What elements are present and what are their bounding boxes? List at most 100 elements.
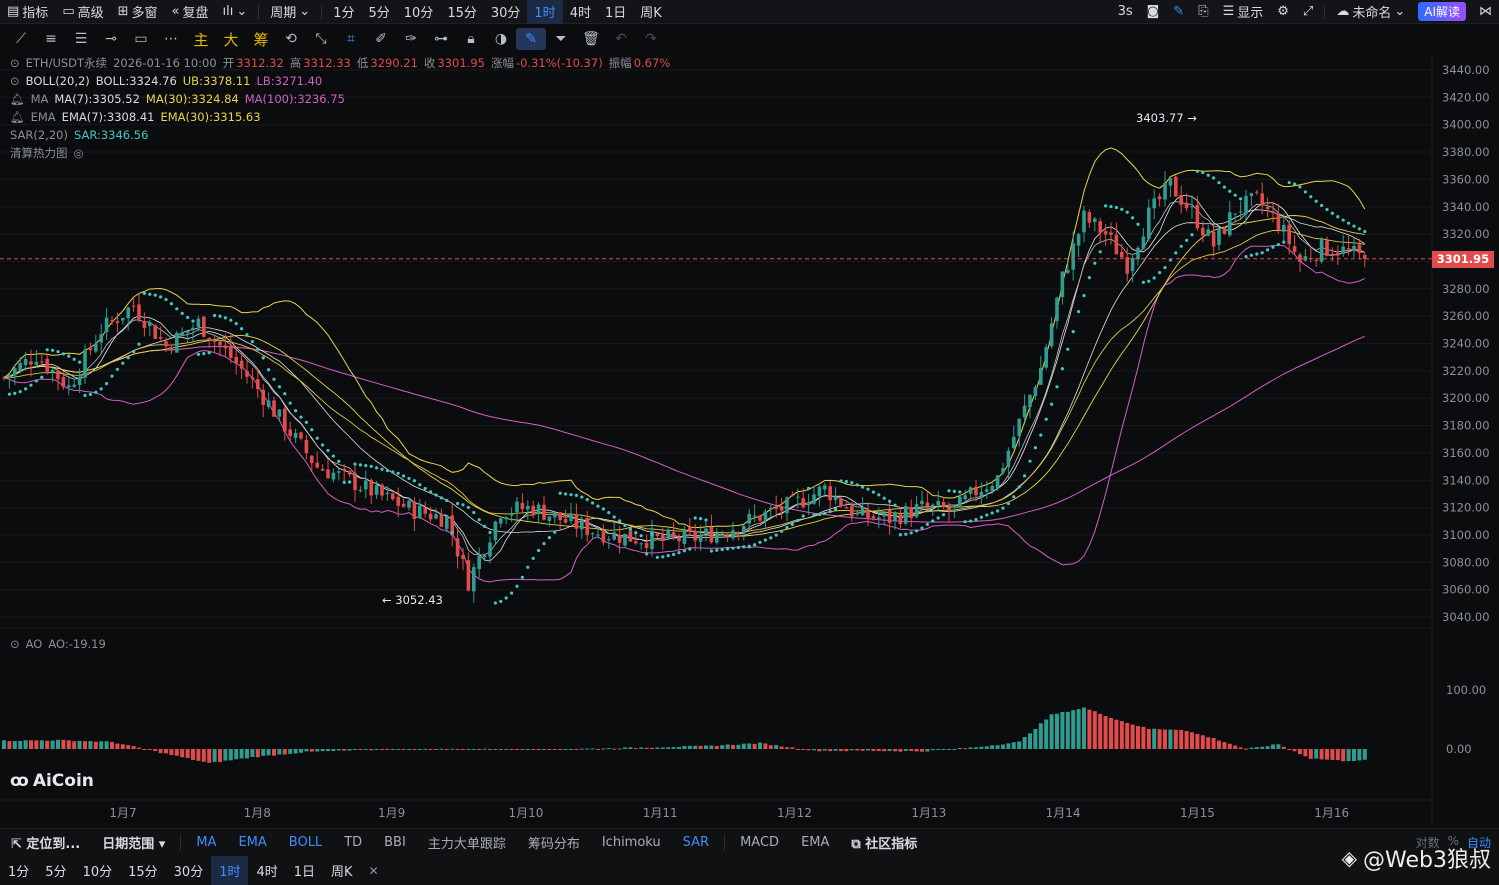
indicator-ema[interactable]: EMA: [238, 835, 267, 850]
refresh-interval[interactable]: 3s: [1117, 4, 1133, 19]
indicator-ema-sub[interactable]: EMA: [801, 835, 830, 850]
ai-interpret-button[interactable]: AI解读: [1418, 2, 1466, 21]
indicator-sar[interactable]: SAR: [682, 835, 710, 850]
auto-scale-toggle[interactable]: 自动: [1466, 836, 1491, 850]
camera-icon[interactable]: ◙: [1146, 4, 1160, 19]
bell-icon[interactable]: 🔔︎: [10, 110, 25, 124]
timeframe-30m[interactable]: 30分: [490, 6, 521, 21]
bottom-timeframe-1d[interactable]: 1日: [293, 865, 316, 880]
multi-window-button[interactable]: ⊞ 多窗: [117, 4, 158, 21]
date-range-button[interactable]: 日期范围 ▾: [102, 837, 166, 852]
settings-icon[interactable]: ⚙: [1277, 4, 1289, 19]
indicator-ma[interactable]: MA: [196, 835, 217, 850]
horizontal-ray-icon[interactable]: ⊸: [105, 31, 117, 47]
measure-icon[interactable]: ⤡: [315, 31, 327, 47]
bottom-timeframe-1m[interactable]: 1分: [8, 865, 30, 880]
sar-dot: [353, 462, 357, 466]
timeframe-15m[interactable]: 15分: [447, 6, 477, 21]
bottom-timeframe-10m[interactable]: 10分: [82, 865, 113, 880]
big-order-tool[interactable]: 大: [223, 30, 239, 49]
share-icon[interactable]: ⋈: [1479, 4, 1492, 19]
indicator-macd[interactable]: MACD: [740, 835, 780, 850]
collapse-icon[interactable]: ⊙: [10, 74, 20, 88]
sar-dot: [736, 545, 741, 550]
ao-bar: [450, 748, 455, 750]
timeframe-1h[interactable]: 1时: [527, 0, 563, 24]
ao-bar: [520, 749, 525, 751]
indicator-chip[interactable]: 筹码分布: [527, 837, 580, 852]
display-button[interactable]: ☰ 显示: [1222, 4, 1264, 21]
bottom-timeframe-1w[interactable]: 周K: [331, 865, 353, 880]
chart-type-button[interactable]: ılı ⌄: [216, 0, 255, 24]
main-force-tool[interactable]: 主: [193, 30, 209, 49]
bell-icon[interactable]: 🔔︎: [10, 92, 25, 106]
magnet-icon[interactable]: ⌗: [347, 31, 355, 47]
link-icon[interactable]: ⊶: [434, 31, 448, 47]
chip-tool[interactable]: 筹: [253, 30, 269, 49]
community-indicators-button[interactable]: ⧉ 社区指标: [851, 837, 918, 852]
locate-button[interactable]: ⇱ 定位到...: [11, 837, 81, 852]
boll-row[interactable]: ⊙ BOLL(20,2) BOLL:3324.76 UB:3378.11 LB:…: [10, 72, 670, 90]
hide-drawings-icon[interactable]: ◑: [494, 31, 508, 47]
bottom-timeframe-15m[interactable]: 15分: [128, 865, 158, 880]
date-tick-label: 1月13: [911, 806, 946, 820]
replay-button[interactable]: «复盘: [171, 4, 209, 21]
collapse-icon[interactable]: ⊙: [10, 56, 20, 70]
indicator-boll[interactable]: BOLL: [288, 835, 323, 850]
layout-name-dropdown[interactable]: ☁ 未命名 ⌄: [1336, 4, 1406, 21]
timeframe-1d[interactable]: 1日: [604, 6, 627, 21]
redo-icon[interactable]: ↷: [645, 31, 657, 47]
collapse-icon[interactable]: ⊙: [10, 637, 20, 651]
fib-icon[interactable]: ⟲: [285, 31, 297, 47]
ruler-icon[interactable]: ✐: [375, 31, 387, 47]
trash-icon[interactable]: 🗑︎: [582, 31, 600, 47]
timeframe-1w[interactable]: 周K: [640, 6, 662, 21]
brush-icon[interactable]: ✑: [405, 31, 417, 47]
indicator-bbi[interactable]: BBI: [384, 835, 406, 850]
ema-row[interactable]: 🔔︎ EMA EMA(7):3308.41 EMA(30):3315.63: [10, 108, 670, 126]
sar-dot: [936, 516, 940, 520]
trendline-icon[interactable]: ⟋: [16, 31, 26, 47]
sar-dot: [40, 375, 44, 379]
lock-icon[interactable]: 🔒︎: [467, 31, 475, 47]
sar-row[interactable]: SAR(2,20) SAR:3346.56: [10, 126, 670, 144]
sar-dot: [569, 493, 573, 497]
parallel-lines-icon[interactable]: ≡: [45, 31, 57, 47]
filter-icon[interactable]: ⏷: [555, 31, 567, 47]
close-icon[interactable]: ✕: [368, 863, 379, 878]
timeframe-5m[interactable]: 5分: [368, 6, 390, 21]
horizontal-lines-icon[interactable]: ☰: [74, 31, 88, 47]
indicator-td[interactable]: TD: [344, 835, 363, 850]
timeframe-4h[interactable]: 4时: [569, 6, 591, 21]
bottom-timeframe-4h[interactable]: 4时: [256, 865, 278, 880]
indicator-ichimoku[interactable]: Ichimoku: [601, 835, 661, 850]
candle-body: [893, 513, 897, 521]
period-dropdown[interactable]: 周期 ⌄: [270, 4, 311, 21]
undo-icon[interactable]: ↶: [615, 31, 627, 47]
candle-body: [304, 439, 309, 454]
ma-row[interactable]: 🔔︎ MA MA(7):3305.52 MA(30):3324.84 MA(10…: [10, 90, 670, 108]
sar-dot: [1298, 185, 1302, 189]
ao-bar: [99, 741, 104, 749]
advanced-button[interactable]: ▭ 高级: [62, 4, 104, 21]
pen-icon[interactable]: ✎: [1173, 4, 1185, 19]
bottom-timeframe-5m[interactable]: 5分: [45, 865, 67, 880]
sar-dot: [866, 487, 870, 491]
stay-drawing-icon[interactable]: ✎: [516, 28, 546, 50]
timeframe-10m[interactable]: 10分: [403, 6, 434, 21]
candle-body: [720, 533, 724, 535]
percent-scale-toggle[interactable]: %: [1447, 834, 1459, 848]
eye-off-icon[interactable]: ◎: [73, 146, 84, 160]
bottom-timeframe-30m[interactable]: 30分: [173, 865, 204, 880]
heatmap-row[interactable]: 清算热力图 ◎: [10, 144, 670, 162]
timeframe-1m[interactable]: 1分: [333, 6, 355, 21]
rectangle-icon[interactable]: ▭: [134, 31, 148, 47]
indicators-button[interactable]: ▤ 指标: [7, 4, 49, 21]
more-tools-icon[interactable]: ⋯: [164, 31, 178, 47]
fullscreen-icon[interactable]: ⤢: [1302, 4, 1314, 19]
log-scale-toggle[interactable]: 对数: [1415, 836, 1440, 850]
bottom-timeframe-1h[interactable]: 1时: [211, 856, 249, 885]
indicator-big-order[interactable]: 主力大单跟踪: [427, 837, 506, 852]
layout-icon[interactable]: ⎘: [1198, 4, 1209, 19]
replay-icon: «: [171, 4, 180, 19]
